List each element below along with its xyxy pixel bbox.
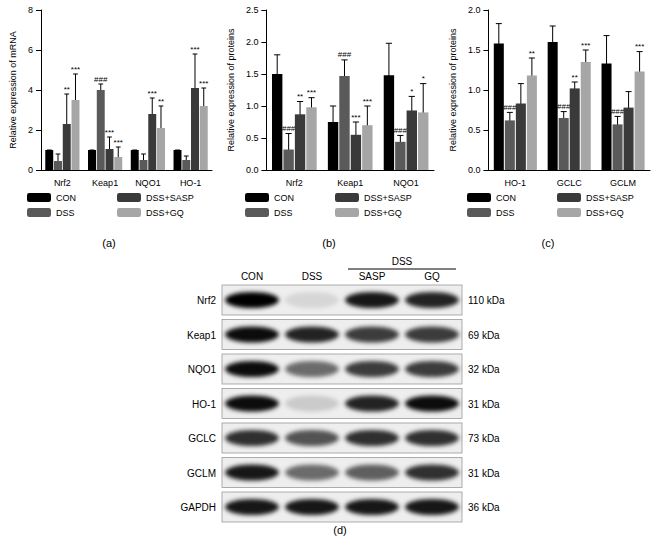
svg-text:**: ** (572, 73, 578, 82)
svg-text:1.5: 1.5 (246, 69, 259, 79)
svg-text:31 kDa: 31 kDa (468, 468, 500, 479)
svg-text:1.5: 1.5 (468, 45, 481, 55)
svg-text:CON: CON (241, 271, 263, 282)
svg-text:DSS: DSS (302, 271, 323, 282)
svg-text:DSS: DSS (392, 256, 413, 267)
svg-text:*: * (422, 74, 425, 83)
svg-text:***: *** (635, 42, 644, 51)
svg-text:HO-1: HO-1 (505, 178, 527, 188)
svg-text:***: *** (105, 128, 114, 137)
svg-text:32 kDa: 32 kDa (468, 364, 500, 375)
svg-text:6: 6 (28, 45, 33, 55)
svg-text:31 kDa: 31 kDa (468, 399, 500, 410)
svg-text:0: 0 (28, 165, 33, 175)
svg-text:***: *** (114, 138, 123, 147)
svg-text:Nrf2: Nrf2 (286, 178, 303, 188)
svg-text:DSS+SASP: DSS+SASP (586, 193, 634, 203)
svg-text:###: ### (282, 124, 296, 133)
svg-text:Nrf2: Nrf2 (54, 178, 71, 188)
svg-text:HO-1: HO-1 (180, 178, 202, 188)
svg-text:110 kDa: 110 kDa (468, 295, 505, 306)
svg-text:**: ** (529, 49, 535, 58)
svg-text:***: *** (363, 97, 372, 106)
svg-text:HO-1: HO-1 (192, 399, 216, 410)
svg-text:0.5: 0.5 (246, 133, 259, 143)
svg-text:Keap1: Keap1 (337, 178, 363, 188)
svg-text:Relative expression of protein: Relative expression of proteins (226, 28, 236, 152)
svg-text:(c): (c) (542, 237, 555, 249)
svg-text:36 kDa: 36 kDa (468, 502, 500, 513)
svg-text:0.5: 0.5 (468, 125, 481, 135)
svg-text:0.0: 0.0 (246, 165, 259, 175)
svg-text:**: ** (158, 97, 164, 106)
svg-text:NQO1: NQO1 (393, 178, 419, 188)
svg-text:Relative expression of mRNA: Relative expression of mRNA (8, 31, 18, 149)
svg-text:(b): (b) (322, 237, 335, 249)
svg-text:2.0: 2.0 (468, 5, 481, 15)
svg-text:DSS+GQ: DSS+GQ (364, 208, 402, 218)
svg-text:***: *** (190, 45, 199, 54)
svg-text:4: 4 (28, 85, 33, 95)
svg-text:***: *** (71, 65, 80, 74)
svg-text:DSS: DSS (56, 208, 75, 218)
svg-text:DSS+SASP: DSS+SASP (364, 193, 412, 203)
svg-text:DSS+SASP: DSS+SASP (146, 193, 194, 203)
svg-text:***: *** (307, 88, 316, 97)
svg-text:DSS: DSS (274, 208, 293, 218)
svg-text:NQO1: NQO1 (135, 178, 161, 188)
svg-text:NQO1: NQO1 (188, 364, 217, 375)
svg-text:***: *** (148, 89, 157, 98)
svg-text:DSS+GQ: DSS+GQ (586, 208, 624, 218)
svg-text:Relative expression of protein: Relative expression of proteins (448, 28, 458, 152)
svg-text:GCLC: GCLC (188, 433, 216, 444)
svg-text:CON: CON (496, 193, 516, 203)
svg-text:CON: CON (274, 193, 294, 203)
svg-text:CON: CON (56, 193, 76, 203)
svg-text:2.0: 2.0 (246, 37, 259, 47)
svg-text:69 kDa: 69 kDa (468, 330, 500, 341)
svg-text:1.0: 1.0 (246, 101, 259, 111)
svg-text:GAPDH: GAPDH (180, 502, 216, 513)
svg-text:**: ** (64, 85, 70, 94)
svg-text:1.0: 1.0 (468, 85, 481, 95)
svg-text:**: ** (297, 92, 303, 101)
svg-text:###: ### (611, 107, 625, 116)
svg-text:###: ### (394, 126, 408, 135)
svg-text:GCLM: GCLM (187, 468, 216, 479)
svg-text:(d): (d) (333, 524, 346, 536)
svg-text:73 kDa: 73 kDa (468, 433, 500, 444)
svg-text:2.5: 2.5 (246, 5, 259, 15)
svg-text:DSS+GQ: DSS+GQ (146, 208, 184, 218)
svg-text:SASP: SASP (359, 271, 386, 282)
svg-text:(a): (a) (102, 237, 115, 249)
svg-text:DSS: DSS (496, 208, 515, 218)
svg-text:***: *** (199, 79, 208, 88)
svg-text:Keap1: Keap1 (92, 178, 118, 188)
svg-text:8: 8 (28, 5, 33, 15)
svg-text:###: ### (503, 103, 517, 112)
svg-text:###: ### (557, 102, 571, 111)
svg-text:###: ### (94, 75, 108, 84)
svg-text:GQ: GQ (424, 271, 440, 282)
svg-text:2: 2 (28, 125, 33, 135)
svg-text:0.0: 0.0 (468, 165, 481, 175)
svg-text:*: * (410, 87, 413, 96)
svg-text:Nrf2: Nrf2 (197, 295, 216, 306)
svg-text:GCLC: GCLC (557, 178, 583, 188)
svg-text:GCLM: GCLM (610, 178, 636, 188)
svg-text:Keap1: Keap1 (187, 330, 216, 341)
svg-text:###: ### (338, 50, 352, 59)
svg-text:***: *** (581, 41, 590, 50)
svg-text:***: *** (351, 113, 360, 122)
